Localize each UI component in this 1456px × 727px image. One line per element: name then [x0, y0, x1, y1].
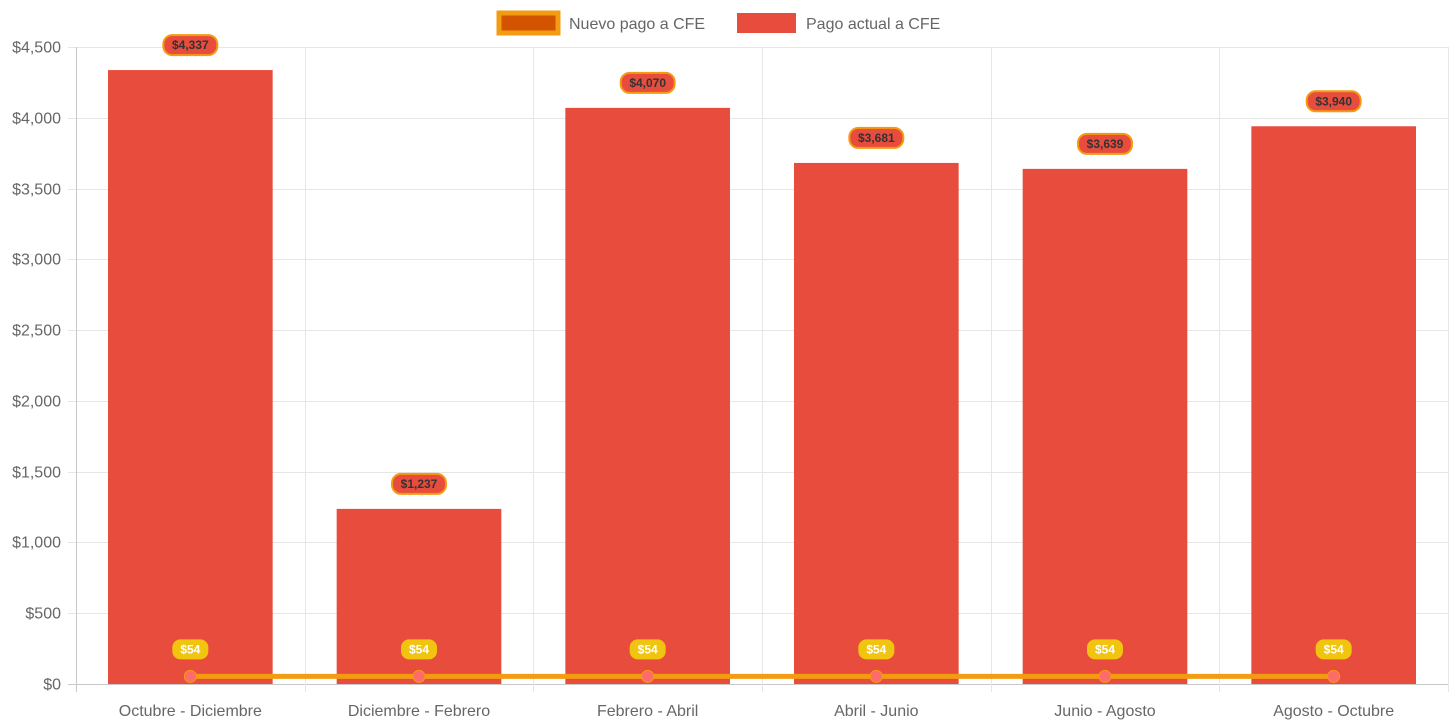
x-tick-label: Octubre - Diciembre [119, 703, 262, 720]
bar-value-label: $1,237 [401, 477, 438, 491]
line-value-badge [401, 639, 437, 660]
y-tick-label: $1,500 [12, 465, 61, 482]
x-axis: Octubre - Diciembre Diciembre - Febrero Fe… [119, 703, 1394, 720]
y-tick-label: $3,000 [12, 252, 61, 269]
legend-label: Nuevo pago a CFE [569, 16, 705, 33]
bar-value-badge [162, 34, 219, 57]
bar-value-badge [391, 472, 447, 495]
line-value-badge [629, 639, 666, 660]
bar-value-badge [619, 71, 676, 94]
bar[interactable] [108, 70, 273, 685]
y-tick-label: $500 [25, 606, 61, 623]
legend-item-nuevo-pago[interactable]: Nuevo pago a CFE [496, 10, 705, 36]
bar-value-label: $4,070 [629, 76, 666, 90]
y-tick-label: $2,500 [12, 323, 61, 340]
line-value-label: $54 [409, 642, 429, 656]
line-point[interactable] [183, 669, 197, 683]
bar[interactable] [565, 107, 730, 684]
y-axis: $0 $500 $1,000 $1,500 $2,000 $2,500 $3,000 $3,5… [12, 40, 61, 694]
y-tick-label: $2,000 [12, 394, 61, 411]
bar-value-badge [848, 126, 905, 149]
y-tick-label: $4,500 [12, 40, 61, 57]
x-tick-label: Diciembre - Febrero [348, 703, 490, 720]
bar[interactable] [794, 162, 959, 684]
line-value-label: $54 [866, 642, 886, 656]
line-point[interactable] [1327, 669, 1341, 683]
x-tick-label: Junio - Agosto [1054, 703, 1156, 720]
y-tick-label: $3,500 [12, 182, 61, 199]
line-series [183, 669, 1341, 683]
x-tick-label: Agosto - Octubre [1273, 703, 1394, 720]
bar-series [108, 70, 1416, 685]
line-value-badge [1087, 639, 1123, 660]
bar-value-badge [1305, 90, 1362, 113]
legend-swatch [496, 10, 561, 36]
bar-value-label: $3,681 [858, 131, 895, 145]
bar-value-badge [1077, 132, 1133, 155]
y-tick-label: $1,000 [12, 535, 61, 552]
line-value-label: $54 [180, 642, 200, 656]
legend-label: Pago actual a CFE [806, 16, 940, 33]
bar-value-label: $4,337 [172, 38, 209, 52]
line-point[interactable] [1098, 669, 1112, 683]
bar-value-label: $3,940 [1315, 94, 1352, 108]
y-tick-label: $0 [43, 677, 61, 694]
line-value-badge [172, 639, 209, 660]
legend-swatch [737, 13, 796, 33]
y-tick-label: $4,000 [12, 111, 61, 128]
data-labels: $4,337 $1,237 $4,070 $3,681 $3,639 $3,940 $54 $… [162, 34, 1362, 660]
x-tick-label: Febrero - Abril [597, 703, 698, 720]
line-point[interactable] [641, 669, 655, 683]
line-point[interactable] [869, 669, 883, 683]
line-value-label: $54 [1095, 642, 1115, 656]
line-value-label: $54 [1324, 642, 1344, 656]
line-value-badge [1315, 639, 1352, 660]
bar[interactable] [1251, 126, 1416, 684]
line-point[interactable] [412, 669, 426, 683]
legend[interactable]: Nuevo pago a CFE Pago actual a CFE [496, 10, 940, 36]
x-tick-label: Abril - Junio [834, 703, 919, 720]
line-value-badge [858, 639, 895, 660]
bar[interactable] [1022, 168, 1188, 684]
line-value-label: $54 [638, 642, 658, 656]
bar-value-label: $3,639 [1087, 137, 1124, 151]
legend-item-pago-actual[interactable]: Pago actual a CFE [737, 13, 940, 33]
grid [68, 47, 1449, 692]
